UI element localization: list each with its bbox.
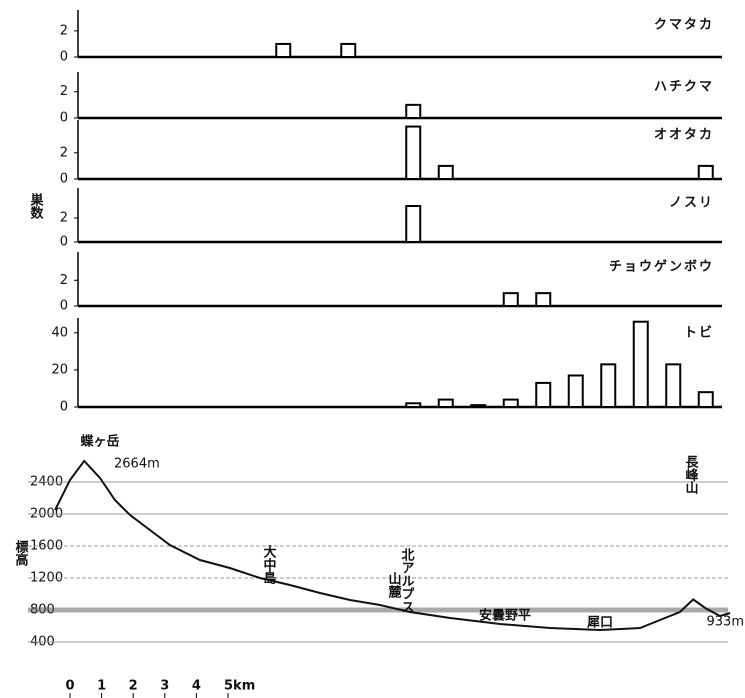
y-tick-label: 0 xyxy=(60,111,68,126)
bar xyxy=(601,364,615,407)
annotation: 北アルプス xyxy=(399,548,415,613)
species-name: トビ xyxy=(684,325,714,341)
bar xyxy=(439,166,453,179)
x-tick-label: 4 xyxy=(192,679,201,694)
annotation: 2664m xyxy=(114,457,160,472)
annotation: 蝶ヶ岳 xyxy=(80,434,119,450)
species-name: ノスリ xyxy=(669,196,714,211)
species-name: チョウゲンボウ xyxy=(609,259,714,275)
bar xyxy=(406,403,420,407)
bar xyxy=(406,105,420,118)
y-tick-label: 0 xyxy=(60,235,68,250)
bar xyxy=(536,293,550,306)
y-tick-label: 40 xyxy=(51,325,68,340)
annotation: 犀口 xyxy=(587,616,613,631)
y-tick-label: 0 xyxy=(60,50,68,65)
x-tick-label: 2 xyxy=(129,679,138,694)
bar xyxy=(666,364,680,407)
annotation: 長峰山 xyxy=(683,455,699,495)
bar xyxy=(536,383,550,407)
y-tick-label: 0 xyxy=(60,172,68,187)
annotation: 安曇野平 xyxy=(479,608,531,624)
annotation: 大中島 xyxy=(261,544,277,585)
y-tick-label: 0 xyxy=(60,400,68,415)
y-axis-label: 巣数 xyxy=(28,192,45,220)
bar xyxy=(504,400,518,407)
figure: 02クマタカ02ハチクマ02オオタカ02ノスリ巣数02チョウゲンボウ02040ト… xyxy=(0,0,745,698)
species-name: ハチクマ xyxy=(654,80,714,95)
x-tick-label: 0 xyxy=(65,679,74,694)
bar xyxy=(439,400,453,407)
x-tick-label: 3 xyxy=(160,679,169,694)
bar xyxy=(406,127,420,179)
x-tick-label: 1 xyxy=(97,679,106,694)
y-tick-label: 20 xyxy=(51,362,68,377)
annotation: 山麓 xyxy=(386,571,403,599)
y-tick-label: 2 xyxy=(60,145,68,160)
bar xyxy=(341,44,355,57)
y-tick-label: 0 xyxy=(60,299,68,314)
annotation: 933m xyxy=(707,615,744,630)
bar xyxy=(634,322,648,407)
y-tick-label: 2 xyxy=(60,273,68,288)
elevation-line xyxy=(55,461,730,630)
bar xyxy=(276,44,290,57)
bar xyxy=(471,405,485,407)
bar xyxy=(699,166,713,179)
y-tick-label: 2 xyxy=(60,23,68,38)
x-tick-label: 5km xyxy=(224,679,255,694)
y-tick-label: 2 xyxy=(60,211,68,226)
bar xyxy=(504,293,518,306)
species-name: オオタカ xyxy=(654,128,714,143)
species-name: クマタカ xyxy=(654,18,714,33)
bar xyxy=(569,375,583,407)
y-axis-label: 標高 xyxy=(13,539,29,567)
bar xyxy=(699,392,713,407)
bar xyxy=(406,206,420,242)
y-tick-label: 2 xyxy=(60,84,68,99)
